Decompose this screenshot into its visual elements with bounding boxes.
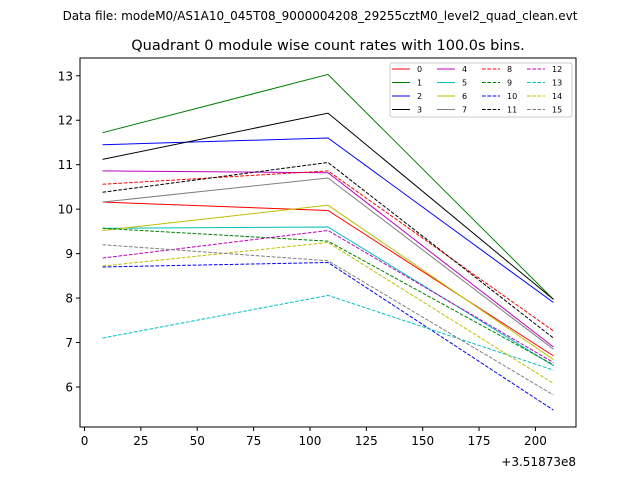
y-tick-label: 8 [65, 292, 73, 306]
series-line-10 [102, 262, 554, 411]
legend-label-11: 11 [507, 106, 517, 115]
legend-label-7: 7 [462, 106, 467, 115]
y-tick-label: 11 [58, 158, 73, 172]
series-line-15 [102, 244, 554, 396]
legend-label-2: 2 [417, 92, 422, 101]
series-line-8 [102, 170, 554, 332]
legend-label-8: 8 [507, 65, 512, 74]
series-line-1 [102, 73, 554, 300]
series-line-9 [102, 227, 554, 366]
series-line-4 [102, 170, 554, 348]
suptitle: Data file: modeM0/AS1A10_045T08_90000042… [63, 9, 578, 23]
x-tick-label: 175 [468, 434, 491, 448]
series-line-13 [102, 294, 554, 371]
x-tick-label: 100 [299, 434, 322, 448]
legend-label-15: 15 [552, 106, 562, 115]
legend-label-10: 10 [507, 92, 517, 101]
chart-title: Quadrant 0 module wise count rates with … [131, 38, 525, 54]
series-line-6 [102, 204, 554, 360]
x-tick-label: 0 [81, 434, 89, 448]
legend-label-4: 4 [462, 65, 467, 74]
y-tick-label: 7 [65, 336, 73, 350]
legend-label-9: 9 [507, 79, 512, 88]
series-line-11 [102, 161, 554, 339]
y-tick-label: 9 [65, 247, 73, 261]
legend-label-13: 13 [552, 79, 562, 88]
series-line-7 [102, 177, 554, 350]
series-line-14 [102, 241, 554, 384]
series-line-2 [102, 137, 554, 303]
x-tick-label: 125 [355, 434, 378, 448]
series-lines [102, 73, 554, 411]
x-tick-label: 75 [246, 434, 261, 448]
legend-label-12: 12 [552, 65, 562, 74]
plot-frame [79, 57, 577, 428]
y-tick-label: 12 [58, 114, 73, 128]
legend-label-6: 6 [462, 92, 467, 101]
legend-frame [389, 62, 573, 118]
legend-label-14: 14 [552, 92, 562, 101]
series-line-0 [102, 201, 554, 357]
x-tick-label: 200 [524, 434, 547, 448]
x-offset-label: +3.51873e8 [501, 455, 576, 469]
x-tick-label: 50 [190, 434, 205, 448]
series-line-3 [102, 112, 554, 300]
x-tick-label: 150 [411, 434, 434, 448]
x-axis: 0 25 50 75 100 125 150 175 200 [81, 427, 547, 448]
series-line-5 [102, 226, 554, 367]
legend-label-5: 5 [462, 79, 467, 88]
legend-label-1: 1 [417, 79, 422, 88]
legend-label-0: 0 [417, 65, 422, 74]
y-tick-label: 10 [58, 203, 73, 217]
x-tick-label: 25 [133, 434, 148, 448]
series-line-12 [102, 229, 554, 363]
y-tick-label: 13 [58, 69, 73, 83]
y-axis: 6 7 8 9 10 11 12 13 [58, 69, 80, 394]
y-tick-label: 6 [65, 380, 73, 394]
legend-label-3: 3 [417, 106, 422, 115]
